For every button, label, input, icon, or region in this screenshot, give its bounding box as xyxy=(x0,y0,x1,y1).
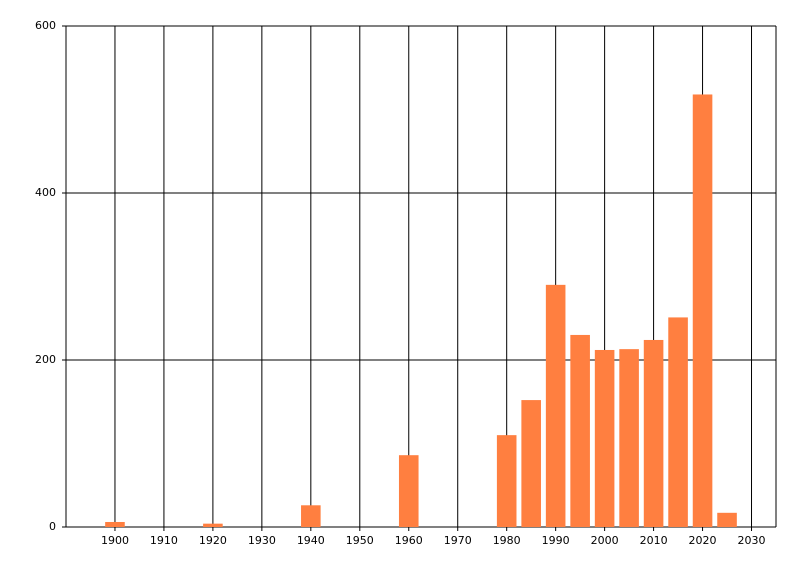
bar xyxy=(545,284,566,527)
x-tick-label: 2000 xyxy=(591,534,619,547)
bar xyxy=(643,339,664,527)
y-tick-label: 200 xyxy=(35,353,56,366)
x-tick-label: 1900 xyxy=(101,534,129,547)
bar xyxy=(594,349,615,527)
y-tick-label: 400 xyxy=(35,186,56,199)
bar xyxy=(668,317,688,527)
x-tick-label: 1970 xyxy=(444,534,472,547)
x-tick-label: 2010 xyxy=(640,534,668,547)
bar xyxy=(301,505,321,527)
x-tick-label: 1930 xyxy=(248,534,276,547)
x-tick-label: 1920 xyxy=(199,534,227,547)
bar xyxy=(105,521,125,527)
bar xyxy=(398,455,419,527)
y-tick-label: 0 xyxy=(49,520,56,533)
y-tick-label: 600 xyxy=(35,19,56,32)
x-tick-label: 1950 xyxy=(346,534,374,547)
x-tick-label: 1990 xyxy=(542,534,570,547)
bar xyxy=(717,512,737,527)
bar xyxy=(496,435,517,527)
bar xyxy=(692,94,713,527)
bar xyxy=(521,400,541,527)
x-tick-label: 1980 xyxy=(493,534,521,547)
bar xyxy=(203,523,223,527)
x-tick-label: 1910 xyxy=(150,534,178,547)
x-tick-label: 2020 xyxy=(689,534,717,547)
x-tick-label: 1960 xyxy=(395,534,423,547)
bar xyxy=(570,334,590,527)
bar xyxy=(619,349,639,527)
x-tick-label: 1940 xyxy=(297,534,325,547)
x-tick-label: 2030 xyxy=(738,534,766,547)
